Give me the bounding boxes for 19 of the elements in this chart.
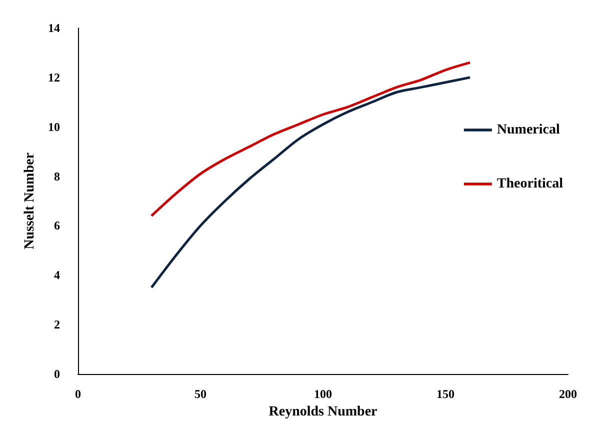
x-axis-title: Reynolds Number	[268, 404, 378, 420]
x-tick-label: 0	[75, 387, 81, 401]
x-tick-label: 150	[436, 387, 454, 401]
y-tick-label: 12	[48, 70, 60, 84]
x-tick-label: 200	[559, 387, 577, 401]
y-tick-label: 14	[48, 21, 60, 35]
y-axis-title: Nusselt Number	[22, 152, 38, 250]
x-tick-label: 100	[314, 387, 332, 401]
legend-label: Theoritical	[496, 176, 564, 192]
line-series	[150, 61, 472, 218]
line-series	[150, 76, 472, 289]
x-tick-label: 50	[194, 387, 206, 401]
y-tick-label: 2	[54, 318, 60, 332]
y-tick-label: 10	[48, 120, 60, 134]
legend-label: Numerical	[496, 122, 560, 138]
y-tick-label: 4	[54, 268, 60, 282]
y-tick-label: 0	[54, 367, 60, 381]
y-tick-label: 6	[54, 218, 60, 233]
y-tick-label: 8	[54, 169, 60, 184]
